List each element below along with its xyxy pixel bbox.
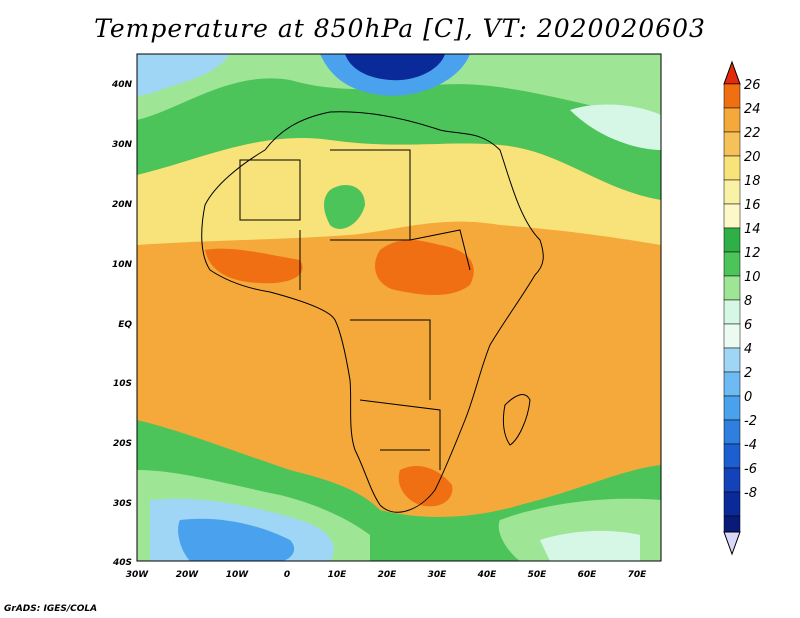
colorbar-bin (723, 227, 741, 253)
lat-label-30n: 30N (112, 140, 133, 150)
colorbar-bin (723, 131, 741, 157)
lon-label-30w: 30W (126, 570, 150, 580)
colorbar-label: 14 (744, 222, 761, 237)
lon-label-20e: 20E (378, 570, 398, 580)
colorbar-bin (723, 83, 741, 109)
lon-label-40e: 40E (477, 570, 498, 580)
latitude-axis: 40N 30N 20N 10N EQ 10S 20S 30S 40S (111, 80, 133, 568)
colorbar-bin (723, 323, 741, 349)
colorbar-bin (723, 155, 741, 181)
colorbar-label: 18 (744, 174, 761, 189)
lon-label-10e: 10E (328, 570, 348, 580)
lat-label-40n: 40N (111, 80, 133, 90)
colorbar-label: 16 (744, 198, 761, 213)
colorbar-bin (723, 275, 741, 301)
temperature-field (137, 54, 661, 561)
colorbar-label: 22 (744, 126, 761, 141)
colorbar-bin (723, 371, 741, 397)
colorbar-bin (723, 347, 741, 373)
plot-frame (136, 53, 662, 562)
lat-label-10s: 10S (113, 379, 132, 389)
colorbar-label: 0 (744, 390, 752, 405)
lon-label-20w: 20W (176, 570, 200, 580)
colorbar-label: 8 (744, 294, 752, 309)
credit-text: GrADS: IGES/COLA (4, 604, 98, 614)
colorbar-label: 6 (744, 318, 752, 333)
lat-label-40s: 40S (112, 558, 132, 568)
colorbar-bin (723, 251, 741, 277)
lat-label-20n: 20N (112, 200, 133, 210)
lat-label-eq: EQ (118, 320, 132, 330)
lon-label-70e: 70E (628, 570, 648, 580)
colorbar-top-arrow (723, 60, 741, 85)
colorbar-bin (723, 467, 741, 493)
colorbar-label: -4 (744, 438, 757, 453)
lat-label-20s: 20S (113, 439, 132, 449)
lat-label-10n: 10N (112, 260, 133, 270)
colorbar-label: 4 (744, 342, 752, 357)
colorbar: 26 24 22 20 18 16 14 12 10 8 6 4 2 0 -2 … (723, 60, 761, 556)
lat-label-30s: 30S (113, 499, 132, 509)
colorbar-bin (723, 107, 741, 133)
colorbar-label: 26 (744, 78, 761, 93)
lon-label-50e: 50E (528, 570, 548, 580)
longitude-axis: 30W 20W 10W 0 10E 20E 30E 40E 50E 60E 70… (126, 570, 647, 580)
colorbar-bin (723, 179, 741, 205)
colorbar-label: 2 (744, 366, 752, 381)
coastlines (201, 111, 544, 513)
colorbar-bin (723, 203, 741, 229)
colorbar-label: -6 (744, 462, 757, 477)
lon-label-60e: 60E (578, 570, 598, 580)
colorbar-bin (723, 515, 741, 533)
colorbar-label: -2 (744, 414, 757, 429)
colorbar-bin (723, 419, 741, 445)
colorbar-bottom-arrow (723, 531, 741, 556)
colorbar-label: 24 (744, 102, 761, 117)
colorbar-bin (723, 395, 741, 421)
colorbar-bin (723, 491, 741, 517)
colorbar-label: 10 (744, 270, 761, 285)
colorbar-label: -8 (744, 486, 757, 501)
map-title: Temperature at 850hPa [C], VT: 202002060… (94, 14, 706, 43)
colorbar-bin (723, 299, 741, 325)
colorbar-bin (723, 443, 741, 469)
lon-label-10w: 10W (226, 570, 250, 580)
lon-label-30e: 30E (428, 570, 448, 580)
colorbar-label: 12 (744, 246, 761, 261)
colorbar-label: 20 (744, 150, 761, 165)
lon-label-0: 0 (284, 570, 290, 580)
